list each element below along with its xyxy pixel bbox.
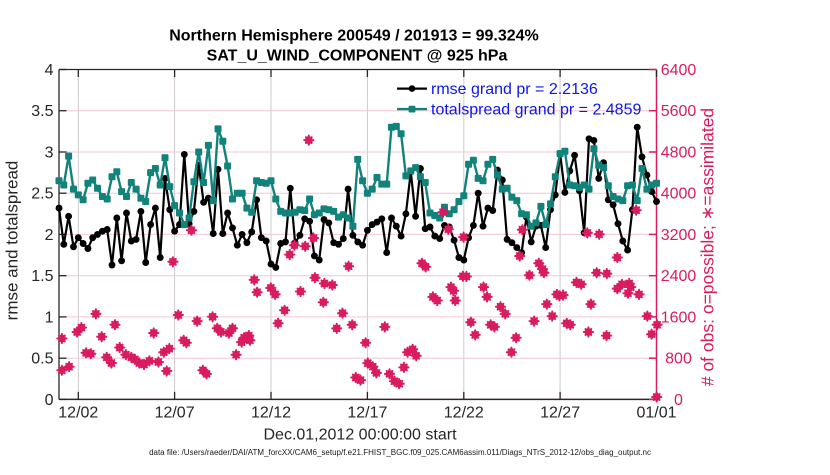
svg-text:Dec.01,2012 00:00:00 start: Dec.01,2012 00:00:00 start	[263, 427, 457, 444]
svg-text:data file: /Users/raeder/DAI/A: data file: /Users/raeder/DAI/ATM_forcXX/…	[149, 448, 651, 457]
svg-text:5600: 5600	[661, 103, 697, 120]
svg-text:4: 4	[45, 62, 54, 79]
svg-text:2400: 2400	[661, 268, 697, 285]
svg-text:01/01: 01/01	[636, 405, 676, 422]
svg-text:3200: 3200	[661, 227, 697, 244]
svg-text:4800: 4800	[661, 145, 697, 162]
svg-text:SAT_U_WIND_COMPONENT @ 925 hPa: SAT_U_WIND_COMPONENT @ 925 hPa	[207, 47, 508, 64]
svg-text:12/17: 12/17	[347, 405, 387, 422]
svg-text:2: 2	[45, 227, 54, 244]
svg-text:rmse and totalspread: rmse and totalspread	[3, 161, 22, 321]
svg-text:1600: 1600	[661, 309, 697, 326]
svg-text:2.5: 2.5	[31, 186, 53, 203]
svg-text:3.5: 3.5	[31, 103, 53, 120]
svg-text:1.5: 1.5	[31, 268, 53, 285]
svg-text:4000: 4000	[661, 186, 697, 203]
svg-text:3: 3	[45, 145, 54, 162]
svg-text:0: 0	[45, 392, 54, 409]
svg-text:12/12: 12/12	[251, 405, 291, 422]
svg-text:800: 800	[665, 351, 692, 368]
svg-text:0.5: 0.5	[31, 351, 53, 368]
svg-text:12/22: 12/22	[444, 405, 484, 422]
svg-text:12/02: 12/02	[58, 405, 98, 422]
svg-text:totalspread grand pr = 2.4859: totalspread grand pr = 2.4859	[431, 102, 641, 119]
svg-text:1: 1	[45, 309, 54, 326]
svg-text:0: 0	[674, 392, 683, 409]
svg-text:12/07: 12/07	[155, 405, 195, 422]
svg-text:6400: 6400	[661, 62, 697, 79]
svg-text:Northern Hemisphere 200549 / 2: Northern Hemisphere 200549 / 201913 = 99…	[169, 28, 539, 45]
svg-text:# of obs: o=possible; ∗=assimi: # of obs: o=possible; ∗=assimilated	[698, 108, 718, 386]
svg-text:12/27: 12/27	[540, 405, 580, 422]
svg-text:rmse grand pr = 2.2136: rmse grand pr = 2.2136	[431, 81, 598, 98]
